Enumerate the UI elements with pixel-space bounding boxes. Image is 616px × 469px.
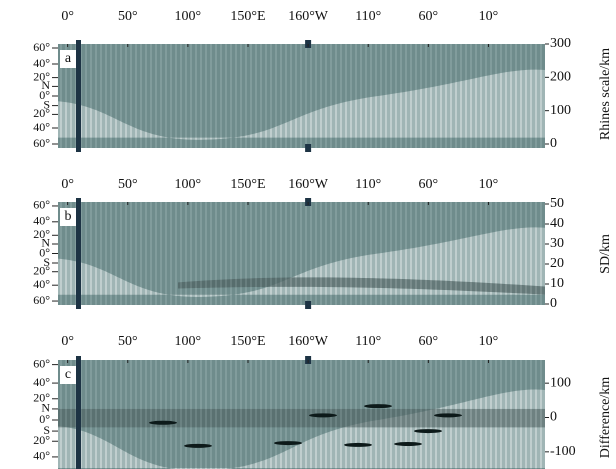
colorbar-tick-label: 100 [550,375,571,390]
colorbar-tick-label: 0 [550,410,557,425]
x-tick-label: 0° [61,9,74,24]
x-tick-label: 60° [419,334,439,349]
left-bar [76,356,81,469]
colorbar-tick-label: -100 [550,444,576,459]
panel-label: c [65,367,71,382]
marker [305,301,311,309]
colorbar-tick-label: 10 [550,276,564,291]
panel-label: a [65,51,72,66]
x-tick-label: 160°W [288,334,329,349]
y-tick-label: 20° [33,263,50,277]
y-tick-label: 40° [33,449,50,463]
y-tick-label: 60° [33,136,50,150]
colorbar-label: Rhines scale/km [598,48,613,140]
y-tick-label: 40° [33,120,50,134]
y-tick-label: 60° [33,40,50,54]
x-tick-label: 150°E [230,334,265,349]
x-tick-label: 160°W [288,9,329,24]
x-tick-label: 150°E [230,9,265,24]
x-tick-label: 150°E [230,177,265,192]
left-bar [76,198,81,309]
x-tick-label: 50° [118,177,138,192]
map-contour [414,429,442,433]
map-contour [344,443,372,447]
y-tick-label: 40° [33,375,50,389]
colorbar-tick-label: 40 [550,216,564,231]
y-tick-label: 40° [33,56,50,70]
map-dark-band [58,409,545,427]
x-tick-label: 50° [118,9,138,24]
y-tick-label: 40° [33,277,50,291]
colorbar-tick-label: 0 [550,296,557,311]
colorbar-tick-label: 30 [550,236,564,251]
x-tick-label: 110° [355,334,381,349]
y-tick-label: 20° [33,433,50,447]
x-tick-label: 110° [355,9,381,24]
colorbar-tick-label: 300 [550,36,571,51]
map-contour [309,413,337,417]
x-tick-label: 0° [61,334,74,349]
map-contour [184,444,212,448]
colorbar-tick-label: 100 [550,103,571,118]
x-tick-label: 60° [419,177,439,192]
map-contour [274,441,302,445]
x-tick-label: 10° [479,334,499,349]
left-bar [76,40,81,152]
x-tick-label: 10° [479,177,499,192]
map-contour [149,421,177,425]
x-tick-label: 10° [479,9,499,24]
colorbar-tick-label: 200 [550,70,571,85]
map-contour [394,442,422,446]
colorbar-tick-label: 50 [550,196,564,211]
map-contour [434,413,462,417]
x-tick-label: 110° [355,177,381,192]
y-tick-label: 60° [33,356,50,370]
figure: a0°50°100°150°E160°W110°60°10°60°40°20°N… [0,0,616,469]
x-tick-label: 0° [61,177,74,192]
marker [305,144,311,152]
y-tick-label: 40° [33,214,50,228]
panel-label: b [65,209,72,224]
y-tick-label: 60° [33,198,50,212]
x-tick-label: 100° [175,9,202,24]
x-tick-label: 60° [419,9,439,24]
colorbar-label: Difference/km [598,377,613,458]
map-contour [364,404,392,408]
y-tick-label: 20° [33,106,50,120]
x-tick-label: 100° [175,334,202,349]
colorbar-label: SD/km [598,234,613,274]
x-tick-label: 160°W [288,177,329,192]
x-tick-label: 100° [175,177,202,192]
colorbar-tick-label: 20 [550,256,564,271]
x-tick-label: 50° [118,334,138,349]
y-tick-label: 60° [33,293,50,307]
colorbar-tick-label: 0 [550,136,557,151]
